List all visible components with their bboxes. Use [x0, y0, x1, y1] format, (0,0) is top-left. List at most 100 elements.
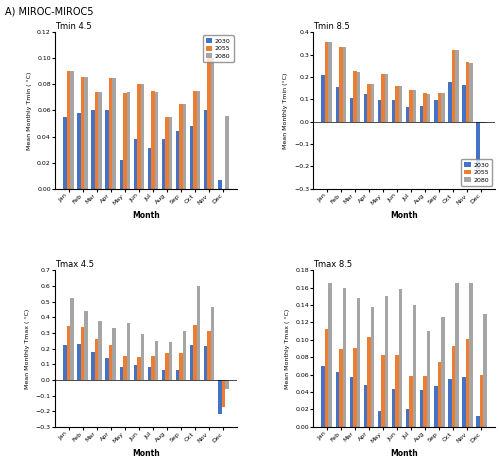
Text: A) MIROC-MIROC5: A) MIROC-MIROC5 [5, 7, 94, 17]
Bar [67, 326, 70, 380]
Bar [112, 328, 116, 380]
Bar [427, 331, 430, 427]
Bar [441, 317, 444, 427]
Bar [378, 101, 381, 122]
Bar [166, 353, 169, 380]
Bar [367, 84, 370, 122]
Bar [151, 91, 154, 189]
Bar [98, 92, 102, 189]
Bar [325, 42, 328, 122]
Bar [370, 307, 374, 427]
Bar [176, 369, 180, 380]
X-axis label: Month: Month [390, 449, 418, 459]
Bar [339, 349, 342, 427]
Bar [70, 71, 74, 189]
Bar [154, 341, 158, 380]
Bar [123, 94, 126, 189]
Bar [336, 372, 339, 427]
Bar [78, 344, 81, 380]
Bar [452, 50, 455, 122]
X-axis label: Month: Month [132, 211, 160, 220]
Bar [466, 62, 469, 122]
Bar [384, 297, 388, 427]
Bar [218, 179, 222, 189]
Bar [434, 101, 438, 122]
Bar [180, 104, 183, 189]
Y-axis label: Mean Monthly Tmin ( °C): Mean Monthly Tmin ( °C) [26, 71, 32, 150]
Legend: 2030, 2055, 2080: 2030, 2055, 2080 [203, 35, 234, 62]
Bar [448, 379, 452, 427]
Bar [378, 411, 381, 427]
Bar [336, 87, 339, 122]
Bar [342, 288, 346, 427]
Bar [81, 327, 84, 380]
Bar [441, 93, 444, 122]
Bar [370, 84, 374, 122]
Bar [190, 126, 194, 189]
Bar [190, 346, 194, 380]
Bar [225, 116, 228, 189]
Bar [67, 71, 70, 189]
Bar [92, 353, 95, 380]
Bar [208, 330, 211, 380]
Bar [381, 355, 384, 427]
Bar [78, 113, 81, 189]
Bar [480, 375, 483, 427]
Bar [208, 58, 211, 189]
Bar [112, 78, 116, 189]
Bar [134, 365, 137, 380]
Bar [367, 337, 370, 427]
Bar [356, 298, 360, 427]
Bar [211, 58, 214, 189]
Bar [364, 94, 367, 122]
Bar [396, 355, 399, 427]
Bar [222, 380, 225, 407]
Bar [183, 104, 186, 189]
Bar [126, 323, 130, 380]
Bar [120, 160, 123, 189]
Bar [455, 50, 458, 122]
Bar [381, 73, 384, 122]
Bar [162, 139, 166, 189]
Bar [353, 347, 356, 427]
Bar [413, 305, 416, 427]
Bar [98, 321, 102, 380]
Bar [399, 289, 402, 427]
Text: Tmax 4.5: Tmax 4.5 [55, 260, 94, 269]
Bar [455, 283, 458, 427]
Bar [427, 94, 430, 122]
Bar [84, 311, 88, 380]
Bar [384, 73, 388, 122]
Bar [410, 376, 413, 427]
Bar [434, 386, 438, 427]
Bar [194, 325, 197, 380]
Bar [469, 283, 472, 427]
Bar [353, 71, 356, 122]
Legend: 2030, 2055, 2080: 2030, 2055, 2080 [461, 159, 492, 185]
Bar [166, 117, 169, 189]
Bar [183, 330, 186, 380]
Bar [126, 92, 130, 189]
Bar [204, 346, 208, 380]
Bar [211, 307, 214, 380]
Bar [225, 380, 228, 389]
Bar [420, 106, 424, 122]
Bar [204, 111, 208, 189]
Bar [197, 286, 200, 380]
Bar [325, 330, 328, 427]
Bar [64, 346, 67, 380]
Bar [162, 369, 166, 380]
Bar [84, 77, 88, 189]
Bar [392, 389, 396, 427]
Bar [476, 415, 480, 427]
Bar [448, 83, 452, 122]
Bar [123, 356, 126, 380]
X-axis label: Month: Month [132, 449, 160, 459]
Bar [364, 385, 367, 427]
Bar [420, 390, 424, 427]
Bar [438, 93, 441, 122]
Bar [64, 117, 67, 189]
Bar [140, 84, 144, 189]
Bar [180, 353, 183, 380]
Bar [194, 91, 197, 189]
